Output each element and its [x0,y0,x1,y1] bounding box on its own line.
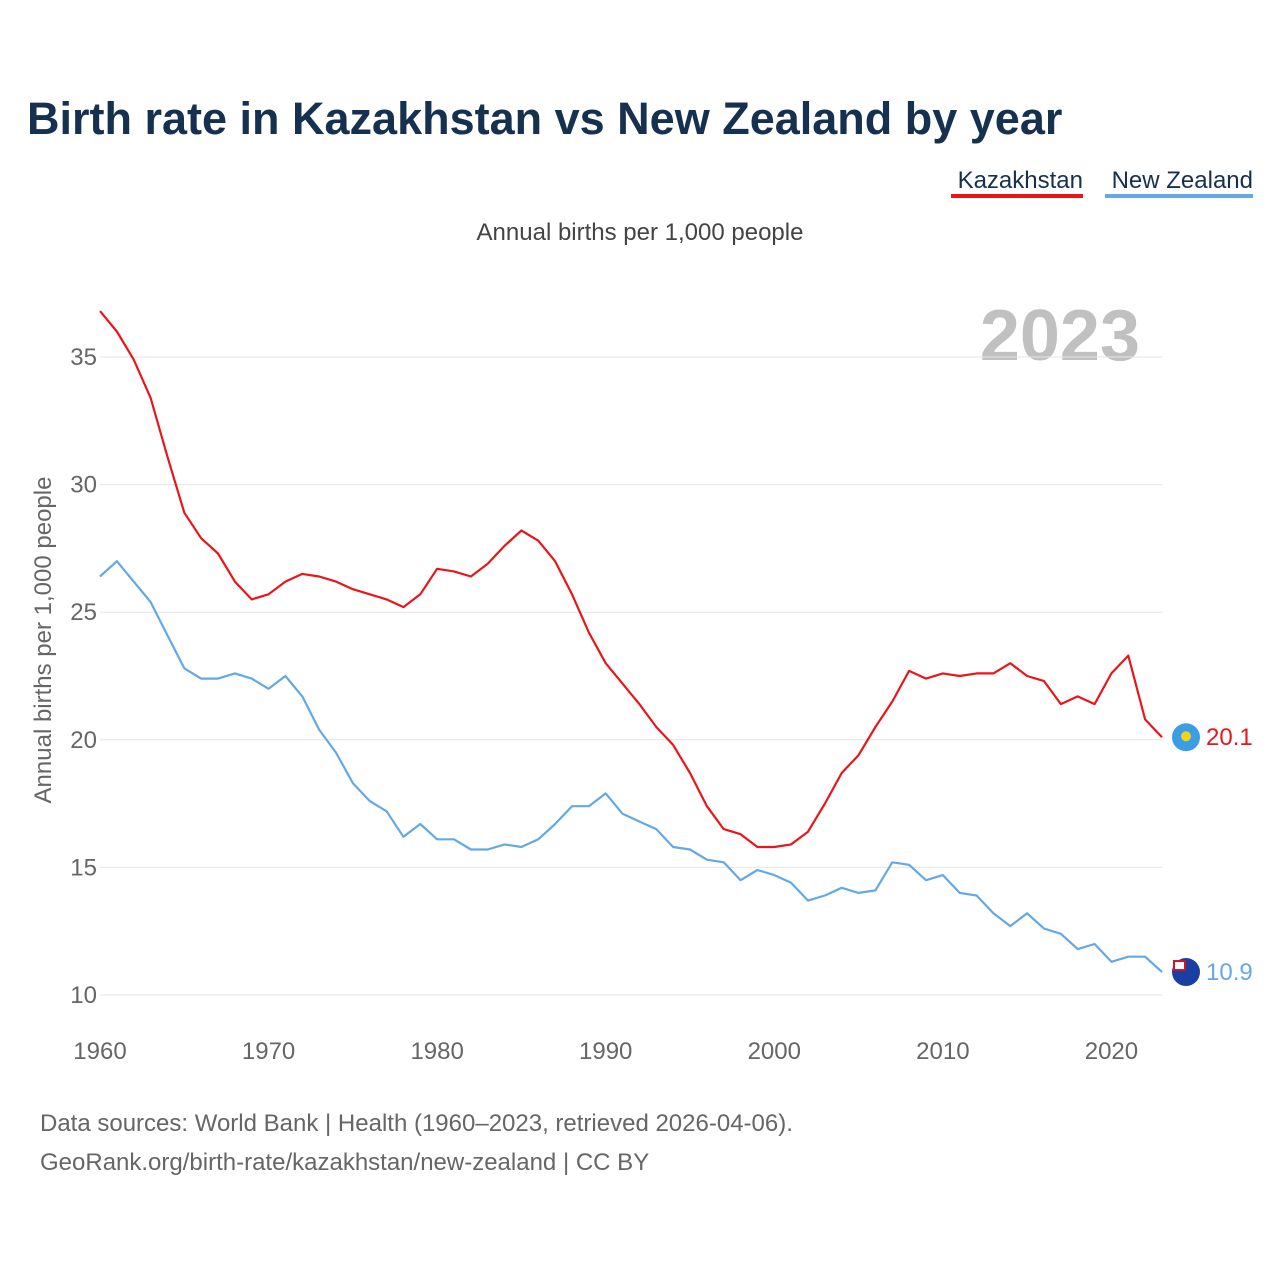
y-tick-label-25: 25 [70,599,97,626]
new-zealand-flag-union-icon [1173,960,1186,972]
x-tick-label-1960: 1960 [73,1038,126,1065]
new-zealand-end-label: 10.9 [1206,959,1253,986]
legend-new-zealand-label[interactable]: New Zealand [1112,167,1253,194]
legend-new-zealand-swatch [1105,194,1253,198]
current-year-watermark: 2023 [980,296,1140,376]
chart-title: Birth rate in Kazakhstan vs New Zealand … [27,93,1062,144]
kazakhstan-end-marker: 20.1 [1172,723,1253,752]
legend-kazakhstan-swatch [951,194,1083,198]
chart-subtitle: Annual births per 1,000 people [477,219,804,246]
kazakhstan-line [99,310,1163,849]
grid-lines [100,356,1162,996]
y-tick-label-30: 30 [70,472,97,499]
x-tick-label-2000: 2000 [748,1038,801,1065]
legend-kazakhstan-label[interactable]: Kazakhstan [958,167,1083,194]
x-tick-label-1990: 1990 [579,1038,632,1065]
y-axis-label: Annual births per 1,000 people [30,477,57,804]
x-tick-label-1980: 1980 [410,1038,463,1065]
new-zealand-end-marker: 10.9 [1172,958,1253,987]
data-source-line: Data sources: World Bank | Health (1960–… [40,1110,793,1137]
source-url-line[interactable]: GeoRank.org/birth-rate/kazakhstan/new-ze… [40,1149,649,1176]
series-lines [99,310,1163,973]
y-tick-label-10: 10 [70,982,97,1009]
y-axis-ticks: 10 15 20 25 30 35 [70,344,97,1009]
x-tick-label-2020: 2020 [1085,1038,1138,1065]
kazakhstan-flag-sun-icon [1181,731,1191,742]
y-tick-label-15: 15 [70,854,97,881]
x-tick-label-2010: 2010 [916,1038,969,1065]
new-zealand-line [99,560,1163,973]
x-axis-ticks: 1960 1970 1980 1990 2000 2010 2020 [73,1038,1138,1065]
x-tick-label-1970: 1970 [242,1038,295,1065]
y-tick-label-20: 20 [70,727,97,754]
kazakhstan-end-label: 20.1 [1206,724,1253,751]
y-tick-label-35: 35 [70,344,97,371]
legend: Kazakhstan New Zealand [951,167,1253,198]
